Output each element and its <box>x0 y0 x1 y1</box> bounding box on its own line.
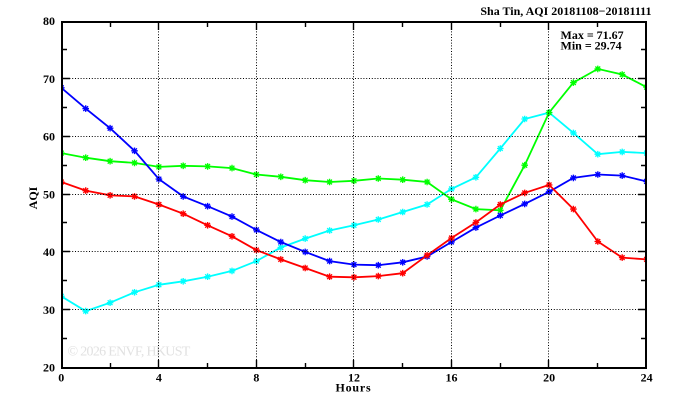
svg-text:Hours: Hours <box>335 381 371 395</box>
svg-text:20: 20 <box>43 361 55 375</box>
svg-text:4: 4 <box>156 371 162 385</box>
svg-text:30: 30 <box>43 303 55 317</box>
svg-text:50: 50 <box>43 187 55 201</box>
svg-text:40: 40 <box>43 245 55 259</box>
svg-text:Sha Tin, AQI 20181108−20181111: Sha Tin, AQI 20181108−20181111 <box>480 4 651 18</box>
svg-text:Max = 71.67: Max = 71.67 <box>561 28 624 42</box>
svg-text:20: 20 <box>543 371 555 385</box>
svg-text:8: 8 <box>253 371 259 385</box>
svg-text:Min = 29.74: Min = 29.74 <box>561 39 622 53</box>
svg-text:0: 0 <box>58 371 64 385</box>
svg-text:16: 16 <box>446 371 458 385</box>
svg-text:12: 12 <box>348 371 360 385</box>
svg-text:80: 80 <box>43 14 55 28</box>
svg-text:AQI: AQI <box>26 186 40 209</box>
svg-text:© 2026 ENVF, HKUST: © 2026 ENVF, HKUST <box>68 345 191 360</box>
svg-text:24: 24 <box>641 371 653 385</box>
svg-text:60: 60 <box>43 130 55 144</box>
svg-text:70: 70 <box>43 72 55 86</box>
